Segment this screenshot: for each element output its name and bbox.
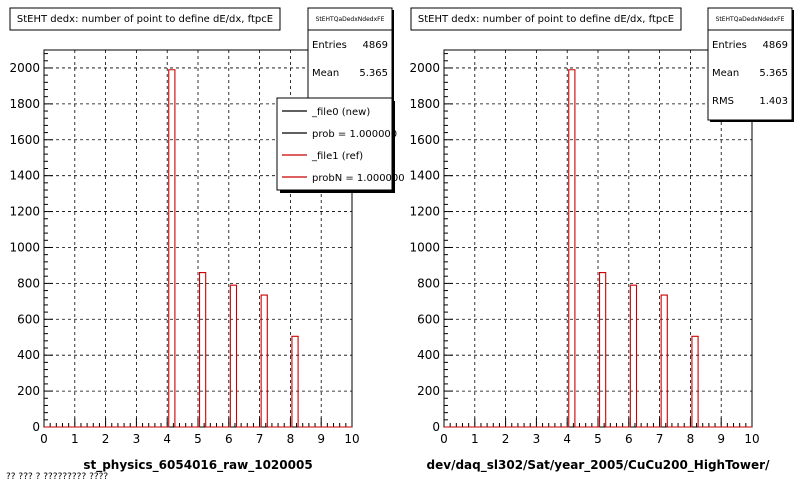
y-tick-label: 1800 xyxy=(9,97,40,111)
y-tick-label: 1200 xyxy=(9,205,40,219)
x-tick-label: 4 xyxy=(163,432,171,446)
x-tick-label: 3 xyxy=(533,432,541,446)
chart-title: StEHT dedx: number of point to define dE… xyxy=(418,14,674,25)
legend-label: probN = 1.000000 xyxy=(312,173,405,184)
stats-value: 5.365 xyxy=(359,68,388,79)
y-tick-label: 600 xyxy=(17,312,40,326)
footer-text: ?? ??? ? ????????? ???? xyxy=(6,472,108,480)
y-tick-label: 1600 xyxy=(9,133,40,147)
legend-label: _file1 (ref) xyxy=(311,151,363,162)
stats-value: 4869 xyxy=(763,40,788,51)
x-tick-label: 0 xyxy=(40,432,48,446)
x-tick-label: 10 xyxy=(344,432,359,446)
x-tick-label: 5 xyxy=(594,432,602,446)
chart-panel-2: 0 1 2 3 4 5 6 7 8 9 10 0 200 400 600 800 1000 1200 1400 160… xyxy=(409,7,794,473)
x-tick-label: 2 xyxy=(502,432,510,446)
y-tick-label: 1200 xyxy=(409,205,440,219)
legend-box xyxy=(276,97,393,191)
chart-panel-1: 0 1 2 3 4 5 6 7 8 9 10 0 200 400 600 800 1000 1200 1400 160… xyxy=(9,7,405,473)
y-tick-label: 0 xyxy=(432,420,440,434)
y-tick-label: 400 xyxy=(417,348,440,362)
x-tick-label: 5 xyxy=(194,432,202,446)
title-box xyxy=(410,7,682,31)
y-tick-label: 400 xyxy=(17,348,40,362)
x-axis-label: st_physics_6054016_raw_1020005 xyxy=(83,458,312,473)
stats-name: StEHTQaDedxNdedxFE xyxy=(316,16,385,23)
y-tick-label: 1600 xyxy=(409,133,440,147)
y-tick-label: 1000 xyxy=(9,240,40,254)
x-tick-label: 6 xyxy=(625,432,633,446)
y-tick-label: 800 xyxy=(17,276,40,290)
stats-label: Entries xyxy=(312,40,347,51)
stats-label: Mean xyxy=(312,68,339,79)
x-tick-label: 7 xyxy=(256,432,264,446)
y-tick-label: 1400 xyxy=(9,169,40,183)
histogram-series-1 xyxy=(444,69,752,428)
x-axis-label: dev/daq_sl302/Sat/year_2005/CuCu200_High… xyxy=(427,458,771,473)
y-tick-label: 200 xyxy=(417,384,440,398)
x-tick-label: 9 xyxy=(717,432,725,446)
stats-value: 4869 xyxy=(363,40,388,51)
legend: _file0 (new) prob = 1.000000 _file1 (ref) p… xyxy=(276,97,405,193)
x-tick-label: 1 xyxy=(71,432,79,446)
y-tick-label: 2000 xyxy=(9,61,40,75)
stats-box xyxy=(707,7,793,121)
x-tick-label: 2 xyxy=(102,432,110,446)
x-tick-label: 7 xyxy=(656,432,664,446)
x-tick-label: 3 xyxy=(133,432,141,446)
x-tick-label: 1 xyxy=(471,432,479,446)
y-tick-label: 1400 xyxy=(409,169,440,183)
x-tick-label: 6 xyxy=(225,432,233,446)
y-tick-label: 0 xyxy=(32,420,40,434)
y-tick-label: 600 xyxy=(417,312,440,326)
stats-value: 1.403 xyxy=(759,96,788,107)
y-tick-label: 1000 xyxy=(409,240,440,254)
y-tick-label: 800 xyxy=(417,276,440,290)
stats-label: Mean xyxy=(712,68,739,79)
chart-title: StEHT dedx: number of point to define dE… xyxy=(17,14,273,25)
x-tick-label: 10 xyxy=(744,432,759,446)
x-tick-label: 8 xyxy=(687,432,695,446)
x-tick-label: 4 xyxy=(563,432,571,446)
stats-label: RMS xyxy=(712,96,734,107)
title-box xyxy=(9,7,281,31)
stats-value: 5.365 xyxy=(759,68,788,79)
legend-label: prob = 1.000000 xyxy=(312,129,397,140)
x-tick-label: 8 xyxy=(287,432,295,446)
stats-label: Entries xyxy=(712,40,747,51)
y-tick-label: 2000 xyxy=(409,61,440,75)
y-tick-label: 200 xyxy=(17,384,40,398)
x-tick-label: 9 xyxy=(317,432,325,446)
legend-label: _file0 (new) xyxy=(311,107,370,118)
y-tick-label: 1800 xyxy=(409,97,440,111)
stats-name: StEHTQaDedxNdedxFE xyxy=(716,16,785,23)
x-tick-label: 0 xyxy=(440,432,448,446)
histogram-series-1 xyxy=(44,69,352,428)
